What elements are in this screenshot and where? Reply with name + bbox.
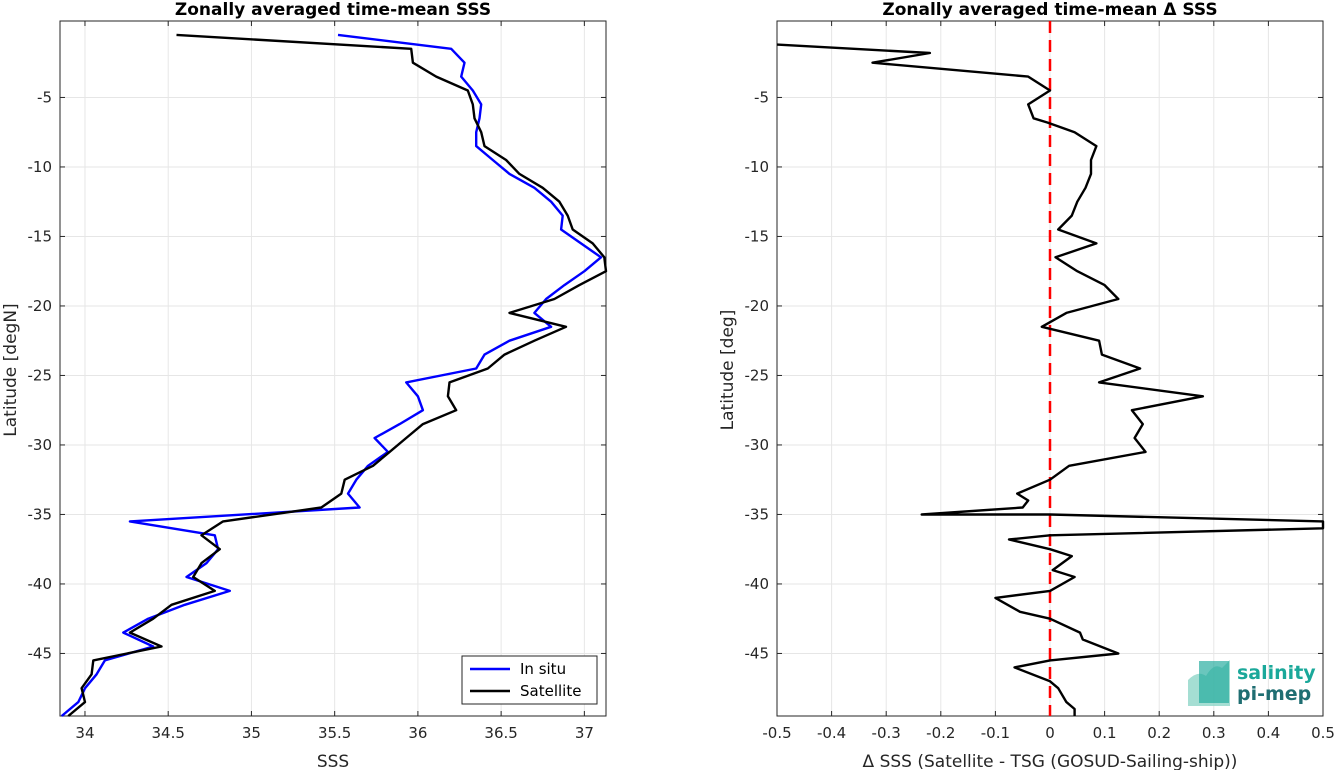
x-tick-label: 0.5 [1311,724,1335,742]
legend-label-in-situ: In situ [520,660,566,678]
y-tick-label: -30 [745,436,770,454]
y-tick-label: -20 [745,297,770,315]
delta-x-axis-label: Δ SSS (Satellite - TSG (GOSUD-Sailing-sh… [863,752,1238,770]
delta-ytick-labels: -5 -10 -15 -20 -25 -30 -35 -40 -45 [745,88,770,662]
x-tick-label: 0.1 [1093,724,1117,742]
sss-xtick-labels: 34 34.5 35 35.5 36 36.5 37 [75,724,593,742]
y-tick-label: -45 [28,644,53,662]
y-tick-label: -35 [745,505,770,523]
x-tick-label: 36 [408,724,427,742]
logo-text-salinity: salinity [1237,662,1316,684]
sss-chart-title: Zonally averaged time-mean SSS [175,0,491,20]
delta-xtick-labels: -0.5 -0.4 -0.3 -0.2 -0.1 0 0.1 0.2 0.3 0.4 0.5 [762,724,1335,742]
y-tick-label: -35 [28,505,53,523]
y-tick-label: -40 [745,575,770,593]
y-tick-label: -5 [754,88,769,106]
x-tick-label: 35 [242,724,261,742]
delta-y-axis-label: Latitude [deg] [718,310,738,431]
legend-box [461,655,598,705]
legend-label-satellite: Satellite [520,682,581,700]
x-tick-label: -0.4 [817,724,846,742]
logo-text-pi-mep: pi-mep [1237,683,1311,705]
series-line-satellite [67,33,608,717]
y-tick-label: -45 [745,644,770,662]
sss-legend: In situ Satellite [461,655,598,705]
x-tick-label: -0.2 [926,724,955,742]
sss-axes-frame [59,20,607,717]
y-tick-label: -15 [745,227,770,245]
logo-block-icon [1199,661,1229,703]
x-tick-label: 34.5 [151,724,184,742]
sss-profile-panel: 34 34.5 35 35.5 36 36.5 37 -5 -10 -15 -20 -25 -30 -3… [1,0,608,770]
delta-chart-title: Zonally averaged time-mean Δ SSS [882,0,1217,20]
x-tick-label: 0.4 [1256,724,1280,742]
x-tick-label: 35.5 [318,724,351,742]
y-tick-label: -40 [28,575,53,593]
delta-series [776,43,1325,716]
sss-gridlines [60,21,606,716]
x-tick-label: -0.5 [762,724,791,742]
x-tick-label: -0.1 [981,724,1010,742]
sss-y-axis-label: Latitude [degN] [1,303,21,436]
y-tick-label: -20 [28,297,53,315]
salinity-pi-mep-logo: salinity pi-mep [1188,660,1316,706]
y-tick-label: -10 [745,158,770,176]
sss-series [60,33,608,717]
y-tick-label: -25 [28,366,53,384]
x-tick-label: 37 [575,724,594,742]
y-tick-label: -10 [28,158,53,176]
x-tick-label: 0.3 [1202,724,1226,742]
x-tick-label: 36.5 [484,724,517,742]
x-tick-label: 0 [1045,724,1055,742]
series-line-delta-sss [776,43,1325,716]
y-tick-label: -30 [28,436,53,454]
x-tick-label: 34 [75,724,94,742]
x-tick-label: -0.3 [872,724,901,742]
x-tick-label: 0.2 [1147,724,1171,742]
y-tick-label: -5 [37,88,52,106]
y-tick-label: -15 [28,227,53,245]
series-line-in-situ [60,33,603,717]
sss-x-axis-label: SSS [317,752,349,770]
delta-sss-panel: -0.5 -0.4 -0.3 -0.2 -0.1 0 0.1 0.2 0.3 0.4 0.5 -5-… [718,0,1335,770]
sss-plot-area [60,21,606,716]
y-tick-label: -25 [745,366,770,384]
sss-ytick-labels: -5 -10 -15 -20 -25 -30 -35 -40 -45 [28,88,53,662]
